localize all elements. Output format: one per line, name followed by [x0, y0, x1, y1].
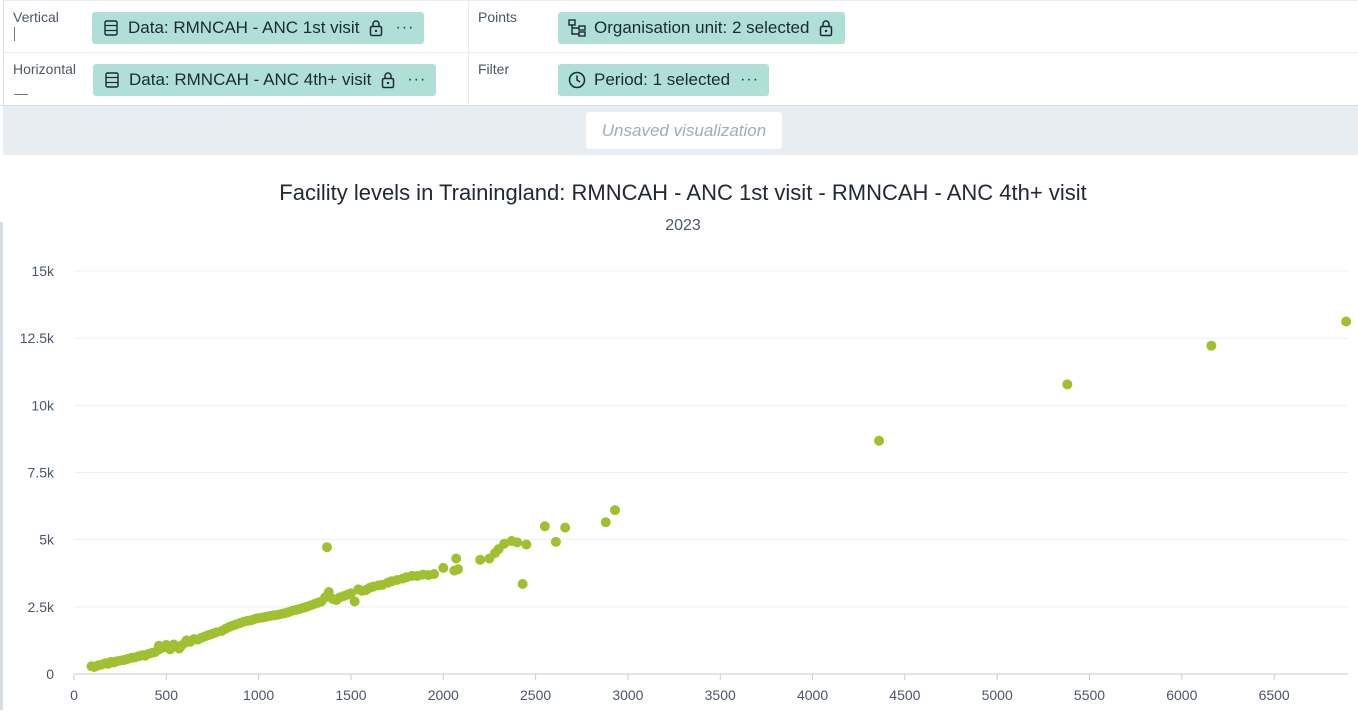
chip-vertical-label: Data: RMNCAH - ANC 1st visit	[128, 18, 360, 37]
data-point[interactable]	[1341, 316, 1352, 327]
lock-icon	[381, 71, 397, 89]
axis-points[interactable]: Points Organisation unit: 2 selected	[469, 1, 1358, 54]
chart-points	[86, 316, 1352, 673]
chip-vertical-data[interactable]: Data: RMNCAH - ANC 1st visit ···	[92, 12, 425, 44]
y-axis: 0 2.5k 5k 7.5k 10k 12.5k 15k	[20, 263, 55, 682]
chip-horizontal-more-icon[interactable]: ···	[407, 71, 427, 88]
y-tick-label: 5k	[39, 532, 55, 548]
data-point[interactable]	[349, 596, 360, 607]
data-point[interactable]	[429, 569, 440, 580]
data-point[interactable]	[517, 578, 528, 589]
x-tick-label: 3500	[705, 687, 736, 703]
x-tick-label: 5000	[982, 687, 1013, 703]
chart-gridlines	[74, 270, 1348, 675]
data-table-icon	[103, 71, 121, 89]
data-point[interactable]	[1062, 379, 1073, 390]
clock-icon	[568, 71, 586, 89]
axis-points-label: Points	[478, 9, 517, 25]
chart-title: Facility levels in Trainingland: RMNCAH …	[279, 180, 1086, 205]
axis-vertical[interactable]: Vertical Data: RMNCAH - ANC 1st visit ··…	[4, 1, 469, 54]
visualization-title-bar: Unsaved visualization	[3, 106, 1358, 155]
data-point[interactable]	[453, 564, 464, 575]
x-tick-label: 2500	[520, 687, 551, 703]
x-tick-label: 3000	[612, 687, 643, 703]
x-tick-label: 4000	[797, 687, 828, 703]
layout-row-bottom: Horizontal Data: RMNCAH - ANC 4th+ visit…	[3, 53, 1358, 106]
data-point[interactable]	[609, 505, 620, 516]
data-point[interactable]	[1206, 340, 1217, 351]
y-tick-label: 7.5k	[28, 465, 55, 481]
chip-points-org-unit[interactable]: Organisation unit: 2 selected	[558, 12, 846, 44]
scatter-chart: Facility levels in Trainingland: RMNCAH …	[20, 180, 1352, 703]
panel-divider	[0, 222, 3, 710]
axis-vertical-label: Vertical	[13, 9, 59, 25]
y-tick-label: 12.5k	[20, 330, 55, 346]
x-tick-label: 6000	[1166, 687, 1197, 703]
axis-horizontal-label: Horizontal	[13, 61, 77, 77]
lock-icon	[369, 19, 385, 37]
layout-row-top: Vertical Data: RMNCAH - ANC 1st visit ··…	[3, 0, 1358, 54]
data-point[interactable]	[512, 537, 523, 548]
unsaved-visualization-label: Unsaved visualization	[586, 112, 782, 149]
data-point[interactable]	[321, 542, 332, 553]
y-tick-label: 15k	[31, 263, 55, 279]
layout-panel: Vertical Data: RMNCAH - ANC 1st visit ··…	[0, 0, 1358, 106]
x-tick-label: 4500	[889, 687, 920, 703]
data-point[interactable]	[550, 536, 561, 547]
x-tick-label: 2000	[428, 687, 459, 703]
chip-horizontal-data[interactable]: Data: RMNCAH - ANC 4th+ visit ···	[93, 64, 437, 96]
org-unit-tree-icon	[568, 19, 586, 37]
chip-filter-more-icon[interactable]: ···	[740, 71, 760, 88]
data-table-icon	[102, 19, 120, 37]
data-point[interactable]	[874, 435, 885, 446]
vertical-axis-glyph-icon	[14, 27, 28, 41]
chip-vertical-more-icon[interactable]: ···	[395, 19, 415, 36]
data-point[interactable]	[345, 588, 356, 599]
data-point[interactable]	[475, 554, 486, 565]
data-point[interactable]	[560, 522, 571, 533]
axis-horizontal[interactable]: Horizontal Data: RMNCAH - ANC 4th+ visit…	[4, 53, 469, 106]
chip-horizontal-label: Data: RMNCAH - ANC 4th+ visit	[129, 70, 372, 89]
y-tick-label: 0	[46, 666, 54, 682]
x-tick-label: 6500	[1259, 687, 1290, 703]
data-point[interactable]	[438, 562, 449, 573]
data-point[interactable]	[539, 521, 550, 532]
data-point[interactable]	[600, 517, 611, 528]
y-tick-label: 10k	[31, 397, 55, 413]
x-tick-label: 500	[155, 687, 179, 703]
chart-area: Facility levels in Trainingland: RMNCAH …	[0, 155, 1358, 710]
chart-subtitle: 2023	[665, 217, 701, 234]
chip-filter-period[interactable]: Period: 1 selected ···	[558, 64, 770, 96]
x-tick-label: 0	[70, 687, 78, 703]
horizontal-axis-glyph-icon	[14, 86, 28, 95]
axis-filter[interactable]: Filter Period: 1 selected ···	[469, 53, 1358, 106]
x-tick-label: 1000	[243, 687, 274, 703]
lock-icon	[819, 19, 835, 37]
chip-points-label: Organisation unit: 2 selected	[594, 18, 810, 37]
y-tick-label: 2.5k	[28, 599, 55, 615]
x-tick-label: 1500	[335, 687, 366, 703]
x-tick-label: 5500	[1074, 687, 1105, 703]
axis-filter-label: Filter	[478, 61, 510, 77]
chip-filter-label: Period: 1 selected	[594, 70, 731, 89]
x-axis: 0 500 1000 1500 2000 2500 3000 3500 4000 4500 5000…	[70, 674, 1290, 703]
data-point[interactable]	[451, 553, 462, 564]
data-point[interactable]	[521, 539, 532, 550]
